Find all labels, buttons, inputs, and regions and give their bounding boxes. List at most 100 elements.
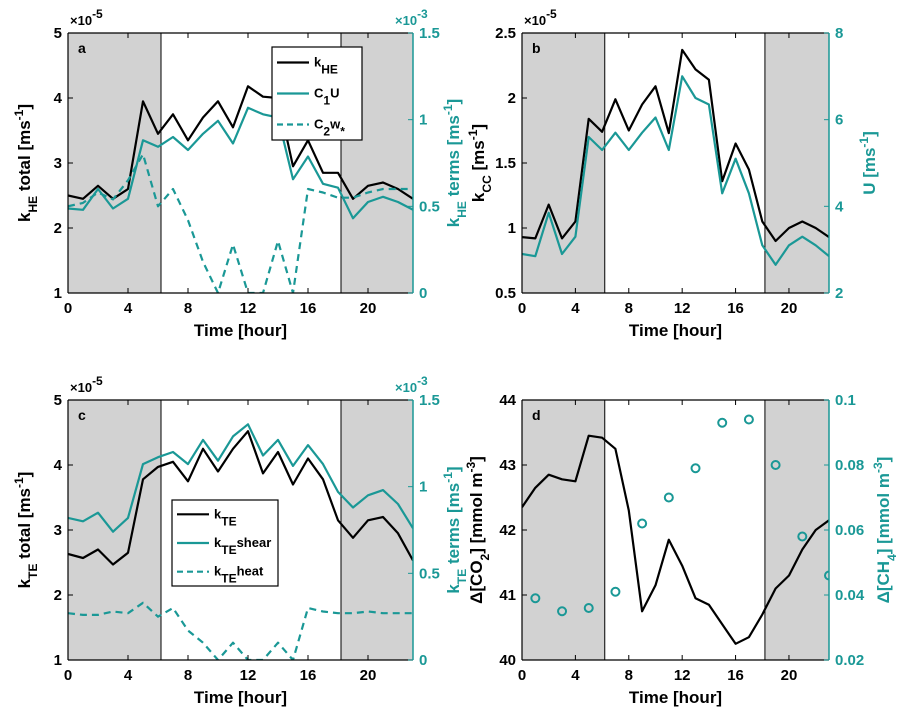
series-group: [68, 85, 413, 293]
left-tick-label: 43: [499, 457, 516, 474]
left-tick-label: 40: [499, 652, 516, 669]
left-tick-label: 0.5: [495, 285, 516, 302]
left-axis-multiplier: ×10-5: [70, 374, 103, 395]
legend-label: kTEshear: [214, 535, 271, 557]
left-tick-label: 42: [499, 522, 516, 539]
legend-label-part: heat: [237, 564, 264, 579]
legend-label-part: k: [214, 564, 222, 579]
x-tick-label: 20: [781, 300, 798, 317]
right-tick-label: 0.1: [835, 392, 856, 409]
series-line-1: [522, 75, 829, 266]
right-axis-multiplier-part: -3: [417, 7, 428, 21]
data-point: [717, 417, 728, 428]
left-tick-label: 3: [54, 155, 62, 172]
x-tick-label: 4: [124, 300, 133, 317]
x-tick-label: 8: [184, 300, 192, 317]
x-tick-label: 8: [625, 300, 633, 317]
x-tick-label: 0: [518, 667, 526, 684]
right-axis-label: Δ[CH4] [mmol m-3]: [871, 457, 899, 604]
left-axis-label-part: ]: [469, 124, 488, 130]
legend-label: C2w*: [314, 117, 345, 139]
data-point: [663, 492, 674, 503]
left-tick-label: 5: [54, 25, 62, 42]
right-axis-label-part: ] [mmol m: [874, 473, 893, 554]
right-axis-label-part: -3: [871, 462, 885, 473]
right-axis-label-part: -1: [857, 137, 871, 148]
left-tick-label: 44: [499, 392, 516, 409]
left-axis-label-part: total [ms: [15, 488, 34, 564]
series-group: [522, 48, 829, 266]
right-axis-label-part: terms [ms: [444, 115, 463, 201]
x-tick-label: 16: [300, 300, 317, 317]
x-axis-label: Time [hour]: [629, 321, 722, 340]
left-axis-multiplier-part: ×10: [524, 13, 546, 28]
right-axis-label-part: TE: [455, 569, 469, 584]
right-tick-label: 1: [419, 112, 427, 129]
left-tick-label: 1: [54, 652, 62, 669]
right-tick-label: 0.06: [835, 522, 864, 539]
legend-label-part: k: [214, 506, 222, 521]
x-tick-label: 4: [571, 667, 580, 684]
right-axis-label-part: HE: [455, 201, 469, 218]
left-axis-label-part: total [ms: [15, 120, 34, 196]
series-line-C1U: [68, 106, 413, 220]
left-axis-label-part: k: [15, 212, 34, 222]
right-axis-label-part: Δ[CH: [874, 561, 893, 603]
right-axis-multiplier: ×10-3: [395, 374, 428, 395]
legend-label: kTEheat: [214, 564, 264, 586]
series-line-C2w*: [68, 153, 413, 293]
right-axis-label-part: U [ms: [860, 148, 879, 195]
left-tick-label: 1: [54, 285, 62, 302]
legend-label-part: 2: [323, 125, 330, 139]
right-tick-label: 1.5: [419, 392, 440, 409]
left-axis-label: kTE total [ms-1]: [12, 472, 40, 589]
series-line-kTEheat: [68, 601, 413, 660]
x-tick-label: 0: [518, 300, 526, 317]
right-axis-multiplier-part: ×10: [395, 13, 417, 28]
right-axis-label-part: 4: [885, 554, 899, 561]
night-shading: [522, 400, 605, 660]
legend-label-part: shear: [237, 535, 272, 550]
left-axis-label-part: HE: [26, 196, 40, 213]
left-axis-label-part: CC: [480, 175, 494, 193]
x-tick-label: 16: [727, 667, 744, 684]
left-tick-label: 3: [54, 522, 62, 539]
legend-label: kHE: [314, 55, 338, 77]
series-line-0: [522, 48, 829, 243]
left-tick-label: 1.5: [495, 155, 516, 172]
left-axis-label-part: TE: [26, 564, 40, 579]
legend-label-part: w: [329, 117, 341, 132]
right-tick-label: 0.08: [835, 457, 864, 474]
x-tick-label: 20: [360, 300, 377, 317]
right-tick-label: 0: [419, 285, 427, 302]
data-point: [637, 518, 648, 529]
data-point: [557, 606, 568, 617]
left-axis-label-part: 2: [478, 553, 492, 560]
left-axis-multiplier-part: ×10: [70, 380, 92, 395]
legend-label-part: k: [214, 535, 222, 550]
right-axis-label-part: -1: [441, 104, 455, 115]
x-tick-label: 4: [124, 667, 133, 684]
left-axis-label-part: -1: [466, 129, 480, 140]
legend-label-part: 1: [323, 94, 330, 108]
right-tick-label: 0.5: [419, 198, 440, 215]
right-axis-label-part: terms [ms: [444, 483, 463, 569]
right-axis-label-part: -1: [441, 472, 455, 483]
right-tick-label: 1: [419, 479, 427, 496]
right-tick-label: 1.5: [419, 25, 440, 42]
legend-label-part: TE: [221, 514, 236, 528]
right-axis-multiplier-part: ×10: [395, 380, 417, 395]
right-axis-multiplier-part: -3: [417, 374, 428, 388]
left-axis-label-part: Δ[CO: [467, 560, 486, 603]
left-axis-label-part: ]: [467, 456, 486, 462]
data-point: [797, 531, 808, 542]
right-axis-label-part: k: [444, 584, 463, 594]
left-axis-label: Δ[CO2] [mmol m-3]: [464, 456, 492, 604]
legend-label-part: *: [340, 125, 345, 139]
x-tick-label: 12: [674, 667, 691, 684]
x-tick-label: 16: [300, 667, 317, 684]
data-point: [610, 586, 621, 597]
